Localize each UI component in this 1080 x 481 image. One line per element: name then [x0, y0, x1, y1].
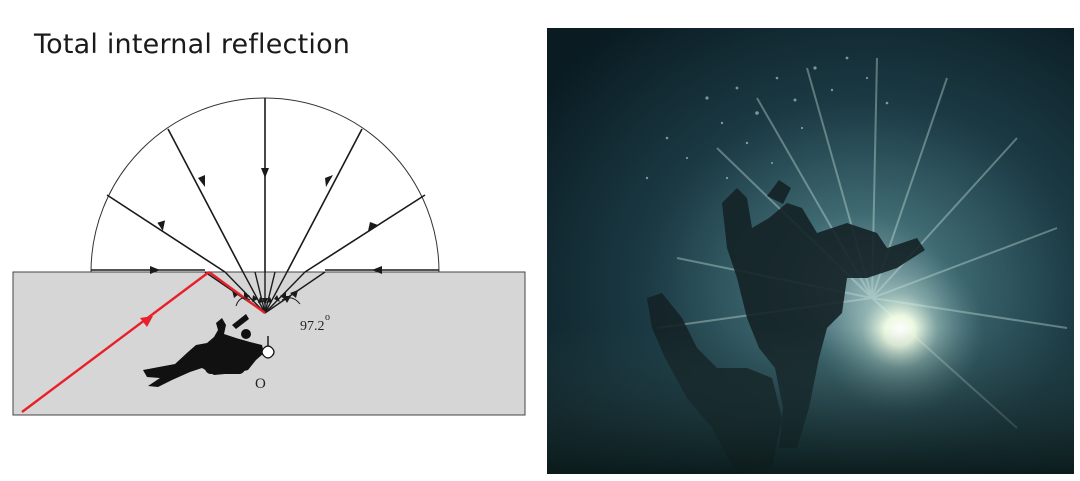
breath-bubble-icon [262, 346, 274, 358]
water-region [13, 272, 525, 415]
arrowhead-left-1 [198, 175, 205, 187]
angle-degree-mark: o [325, 312, 330, 323]
observer-label: O [255, 376, 266, 392]
underwater-divers-photo [547, 28, 1074, 474]
incident-rays [91, 98, 439, 272]
arrowhead-left-2 [157, 220, 167, 231]
sea-floor-shade [547, 328, 1074, 474]
ray-left-1 [168, 129, 243, 272]
underwater-photo [547, 28, 1074, 474]
ray-right-1 [287, 129, 362, 272]
total-internal-reflection-diagram: 97.2 o O [0, 0, 540, 481]
ray-arrowheads [150, 168, 382, 274]
angle-label: 97.2 [300, 319, 325, 334]
ray-right-2 [305, 195, 425, 272]
ray-left-2 [107, 195, 225, 272]
arrowhead-vertical [261, 168, 269, 178]
